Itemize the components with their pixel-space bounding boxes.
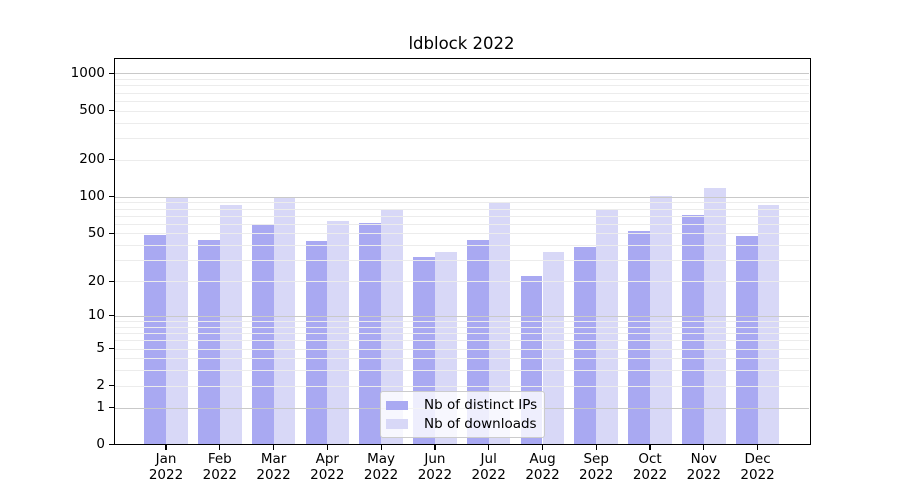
gridline-70 <box>115 215 809 217</box>
x-tick-label-dec: Dec 2022 <box>740 451 775 483</box>
gridline-5 <box>115 348 809 350</box>
x-tick-label-mar: Mar 2022 <box>256 451 291 483</box>
gridline-4 <box>115 358 809 360</box>
gridline-30 <box>115 260 809 262</box>
gridline-9 <box>115 321 809 322</box>
x-tick-label-jun: Jun 2022 <box>417 451 453 483</box>
x-tick-apr <box>326 445 328 450</box>
gridline-3 <box>115 370 809 372</box>
y-tick-1000 <box>108 72 114 74</box>
y-tick-label-50: 50 <box>87 224 105 241</box>
y-tick-label-1000: 1000 <box>70 64 105 81</box>
y-tick-label-20: 20 <box>87 272 105 289</box>
bar-nb-of-downloads-may <box>381 208 403 444</box>
y-tick-label-5: 5 <box>96 340 105 356</box>
x-tick-label-oct: Oct 2022 <box>632 451 668 483</box>
y-tick-label-200: 200 <box>79 151 105 168</box>
gridline-1000 <box>115 73 809 75</box>
y-tick-label-2: 2 <box>96 377 105 394</box>
gridline-6 <box>115 340 809 342</box>
y-tick-10 <box>108 315 114 317</box>
gridline-20 <box>115 281 809 283</box>
gridline-10 <box>115 315 809 317</box>
gridline-7 <box>115 333 809 334</box>
gridline-2 <box>115 385 809 387</box>
gridline-100 <box>115 196 809 198</box>
bar-nb-of-distinct-ips-apr <box>305 241 328 444</box>
gridline-800 <box>115 85 809 87</box>
x-tick-jul <box>488 445 490 450</box>
x-tick-label-may: May 2022 <box>363 451 399 483</box>
bar-nb-of-distinct-ips-jan <box>144 234 166 444</box>
y-tick-label-1: 1 <box>96 399 105 415</box>
x-tick-label-apr: Apr 2022 <box>310 451 345 483</box>
bar-nb-of-downloads-sep <box>596 208 618 444</box>
y-tick-200 <box>108 159 114 161</box>
y-tick-label-10: 10 <box>87 307 105 324</box>
x-tick-label-nov: Nov 2022 <box>686 451 721 483</box>
y-tick-label-500: 500 <box>79 102 105 119</box>
gridline-700 <box>115 92 809 94</box>
bar-nb-of-distinct-ips-nov <box>682 214 704 444</box>
bar-nb-of-distinct-ips-feb <box>198 240 220 444</box>
y-tick-label-100: 100 <box>79 188 105 205</box>
y-tick-1 <box>108 406 114 409</box>
gridline-500 <box>115 110 809 112</box>
x-tick-feb <box>219 445 221 450</box>
bar-nb-of-downloads-jul <box>488 201 511 444</box>
y-tick-50 <box>108 232 114 235</box>
x-tick-sep <box>595 445 597 450</box>
x-tick-label-feb: Feb 2022 <box>202 451 237 483</box>
gridline-600 <box>115 100 809 102</box>
legend-label-downloads: Nb of downloads <box>424 415 537 432</box>
legend-item-distinct-ips: Nb of distinct IPs <box>386 396 544 415</box>
gridline-60 <box>115 223 809 225</box>
gridline-8 <box>115 326 809 328</box>
x-tick-dec <box>756 445 759 450</box>
x-tick-jun <box>434 445 436 450</box>
bar-nb-of-downloads-jan <box>166 197 188 444</box>
gridline-50 <box>115 233 809 235</box>
gridline-80 <box>115 208 809 210</box>
bar-nb-of-distinct-ips-dec <box>735 235 758 444</box>
x-tick-mar <box>272 445 275 450</box>
x-tick-jan <box>165 445 167 450</box>
y-tick-20 <box>108 280 114 282</box>
gridline-900 <box>115 79 809 80</box>
bar-nb-of-downloads-mar <box>273 196 296 444</box>
legend-swatch-distinct-ips-icon <box>386 400 408 410</box>
bar-nb-of-downloads-feb <box>219 204 242 444</box>
bar-nb-of-distinct-ips-oct <box>628 231 650 444</box>
bar-nb-of-downloads-oct <box>650 196 672 444</box>
y-tick-500 <box>108 109 114 112</box>
y-tick-label-0: 0 <box>96 436 105 453</box>
y-tick-100 <box>108 196 114 198</box>
x-tick-aug <box>541 445 544 450</box>
bar-nb-of-distinct-ips-sep <box>574 246 597 444</box>
x-tick-label-jan: Jan 2022 <box>148 451 184 483</box>
chart-title: ldblock 2022 <box>408 34 515 53</box>
y-tick-5 <box>108 347 114 350</box>
legend-label-distinct-ips: Nb of distinct IPs <box>424 397 538 414</box>
x-tick-label-sep: Sep 2022 <box>579 451 614 483</box>
y-tick-2 <box>108 385 114 387</box>
legend: Nb of distinct IPs Nb of downloads <box>380 391 545 438</box>
gridline-200 <box>115 159 809 161</box>
gridline-90 <box>115 202 809 204</box>
legend-item-downloads: Nb of downloads <box>386 415 544 434</box>
x-tick-label-jul: Jul 2022 <box>471 451 506 483</box>
x-tick-label-aug: Aug 2022 <box>525 451 560 483</box>
x-tick-may <box>380 445 382 450</box>
x-tick-oct <box>649 445 651 450</box>
gridline-400 <box>115 122 809 124</box>
legend-swatch-downloads-icon <box>386 419 408 429</box>
bar-nb-of-downloads-dec <box>757 204 780 444</box>
bar-nb-of-downloads-apr <box>327 221 350 444</box>
x-tick-nov <box>703 445 705 450</box>
bar-nb-of-downloads-aug <box>542 252 565 444</box>
gridline-300 <box>115 138 809 139</box>
y-tick-0 <box>108 444 114 446</box>
gridline-40 <box>115 245 809 247</box>
